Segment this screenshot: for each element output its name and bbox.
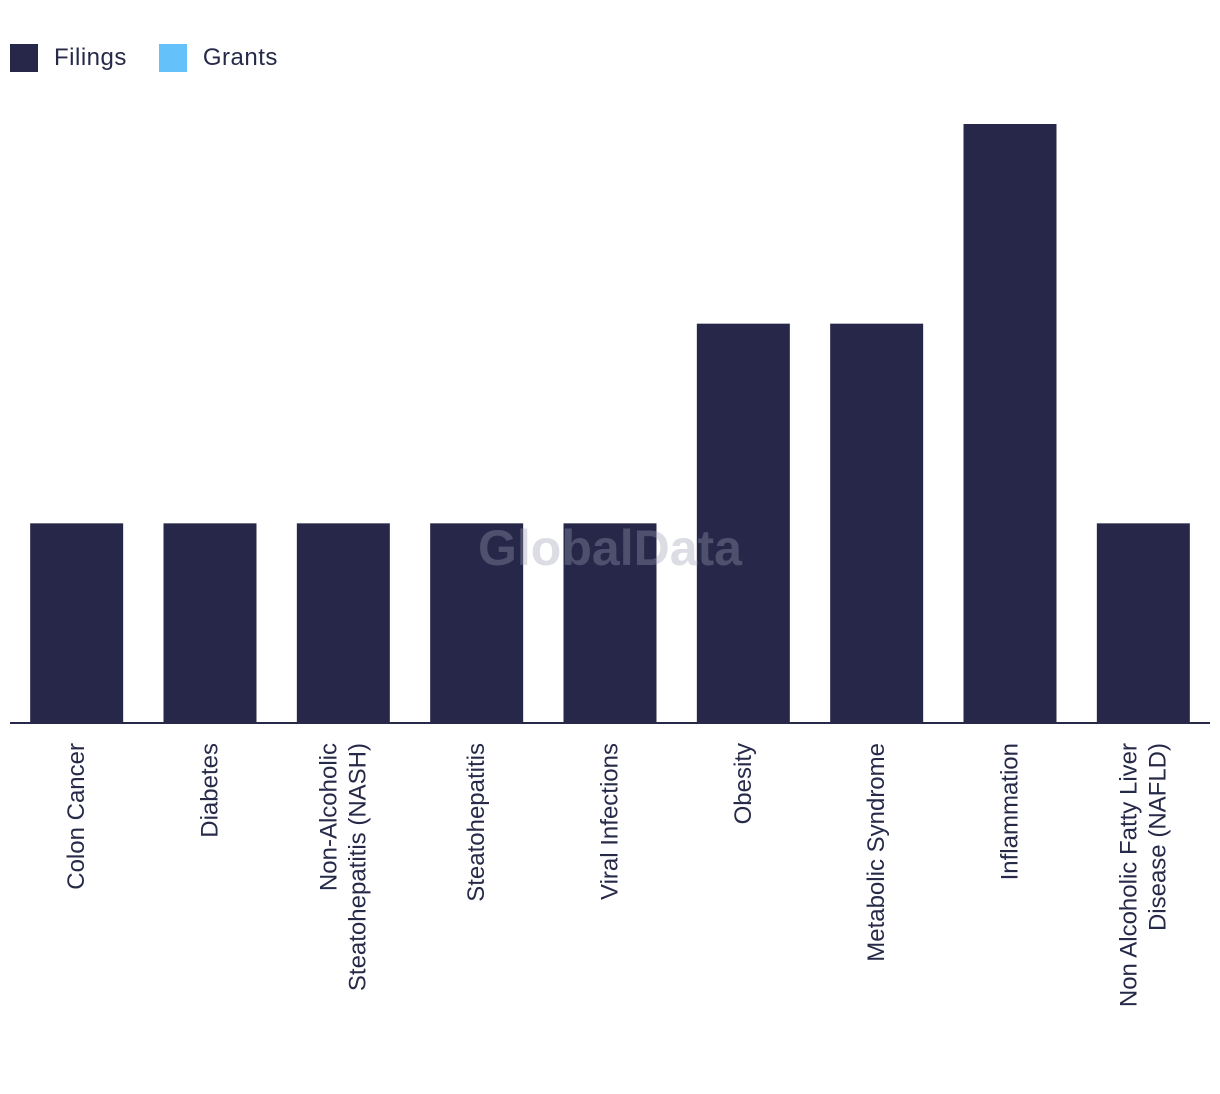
legend-swatch-filings [10, 44, 38, 72]
bar-filings-6[interactable] [696, 323, 790, 723]
x-tick-label-6: Obesity [730, 743, 757, 824]
x-tick-text: Obesity [730, 743, 757, 824]
x-tick-label-8: Inflammation [997, 743, 1024, 880]
x-tick-label-7: Metabolic Syndrome [863, 743, 890, 962]
bar-filings-4[interactable] [430, 523, 524, 723]
x-tick-text: Viral Infections [597, 743, 624, 900]
legend-label-filings: Filings [54, 44, 127, 71]
bar-filings-9[interactable] [1096, 523, 1190, 723]
x-tick-label-1: Colon Cancer [63, 743, 90, 890]
bar-filings-2[interactable] [163, 523, 257, 723]
x-tick-text: Disease (NAFLD) [1144, 743, 1171, 931]
bar-filings-1[interactable] [30, 523, 124, 723]
x-tick-text: Diabetes [197, 743, 224, 838]
x-tick-label-5: Viral Infections [597, 743, 624, 900]
x-tick-text: Steatohepatitis (NASH) [344, 743, 371, 991]
chart-legend: Filings Grants [10, 44, 310, 72]
x-tick-text: Non-Alcoholic [315, 743, 342, 891]
x-tick-text: Colon Cancer [63, 743, 90, 890]
legend-swatch-grants [158, 44, 187, 72]
x-tick-labels: Colon Cancer Diabetes Non-Alcoholic Steatoh… [63, 743, 1171, 1007]
bar-filings-8[interactable] [963, 124, 1057, 723]
legend-label-grants: Grants [202, 44, 278, 71]
bar-filings-7[interactable] [830, 323, 924, 723]
watermark: GlobalData [478, 520, 743, 576]
x-tick-text: Non Alcoholic Fatty Liver [1115, 743, 1142, 1007]
bar-filings-5[interactable] [563, 523, 657, 723]
x-tick-label-4: Steatohepatitis [463, 743, 490, 902]
legend-item-filings[interactable]: Filings [10, 44, 127, 72]
x-tick-label-2: Diabetes [197, 743, 224, 838]
x-tick-text: Metabolic Syndrome [863, 743, 890, 962]
x-tick-label-3: Non-Alcoholic Steatohepatitis (NASH) [315, 743, 371, 991]
x-tick-text: Steatohepatitis [463, 743, 490, 902]
legend-item-grants[interactable]: Grants [158, 44, 278, 72]
x-tick-text: Inflammation [997, 743, 1024, 880]
x-tick-label-9: Non Alcoholic Fatty Liver Disease (NAFLD) [1115, 743, 1171, 1007]
bar-filings-3[interactable] [296, 523, 390, 723]
bars-group [30, 124, 1190, 723]
